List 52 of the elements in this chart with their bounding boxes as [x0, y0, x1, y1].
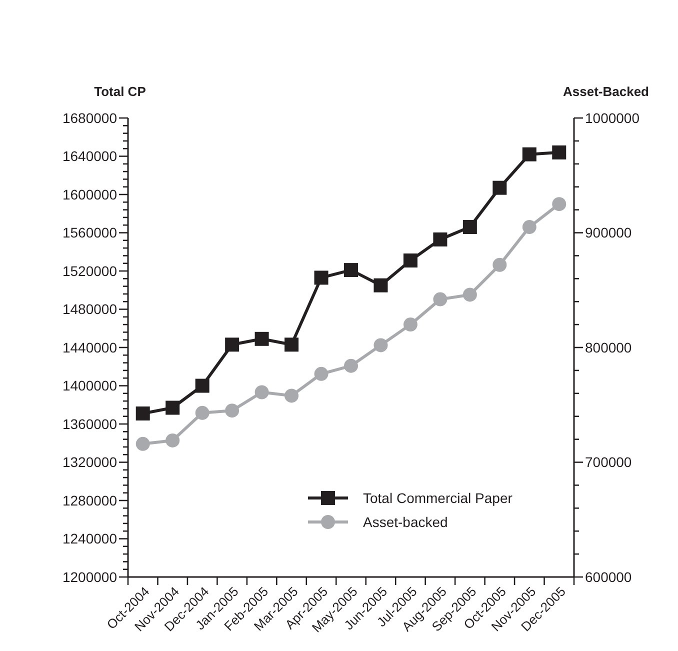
point [136, 406, 150, 420]
point [225, 404, 240, 418]
point [522, 220, 536, 234]
point [552, 145, 566, 160]
y-tick-label: 1680000 [62, 110, 118, 126]
y2-tick-label: 700000 [585, 454, 632, 470]
point [462, 220, 477, 234]
point [195, 406, 210, 420]
point [462, 288, 477, 302]
point [314, 366, 328, 381]
legend-label: Asset-backed [363, 514, 448, 530]
point [552, 197, 566, 212]
point [492, 180, 507, 195]
y2-tick-label: 900000 [585, 224, 632, 241]
y-tick-label: 1560000 [62, 224, 118, 241]
y-tick-label: 1520000 [62, 262, 118, 279]
point [374, 278, 388, 292]
point [166, 433, 180, 448]
y2-tick-label: 1000000 [585, 110, 640, 126]
point [522, 147, 536, 162]
point [492, 258, 507, 272]
y-tick-label: 1440000 [62, 339, 118, 356]
point [433, 292, 448, 306]
y2-tick-label: 600000 [585, 568, 632, 585]
y2-tick-label: 800000 [585, 339, 632, 356]
y-tick-label: 1360000 [62, 416, 118, 432]
point [433, 232, 448, 246]
point [284, 338, 299, 352]
point [195, 378, 210, 393]
point [344, 263, 358, 278]
point [374, 338, 388, 352]
point [225, 338, 240, 352]
point [166, 400, 180, 415]
y-tick-label: 1480000 [62, 301, 118, 318]
y-tick-label: 1320000 [62, 454, 118, 470]
point [314, 270, 328, 285]
y2-axis-title: Asset-Backed [563, 84, 650, 99]
y-tick-label: 1240000 [62, 530, 118, 547]
point [136, 436, 150, 451]
legend-label: Total Commercial Paper [363, 490, 513, 506]
point [403, 318, 418, 332]
y-tick-label: 1200000 [62, 568, 118, 585]
y-tick-label: 1400000 [62, 378, 118, 394]
y-tick-label: 1600000 [62, 186, 118, 202]
y-tick-label: 1640000 [62, 148, 118, 164]
point [254, 385, 269, 400]
point [403, 253, 418, 268]
point [254, 332, 269, 346]
point [284, 388, 299, 403]
y-axis-title: Total CP [94, 84, 146, 99]
point [344, 358, 358, 373]
y-tick-label: 1280000 [62, 492, 118, 508]
